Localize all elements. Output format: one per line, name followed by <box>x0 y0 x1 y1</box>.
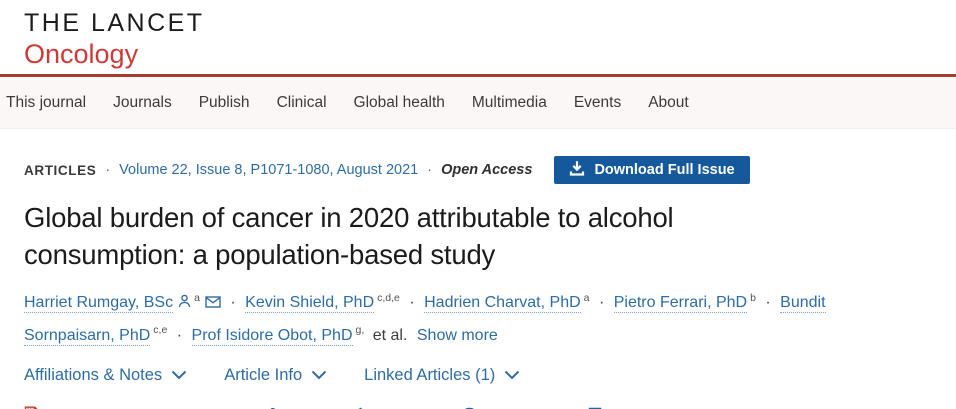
nav-item-global-health[interactable]: Global health <box>353 93 445 111</box>
chevron-down-icon <box>311 366 327 385</box>
show-more-link[interactable]: Show more <box>416 326 498 344</box>
main-navigation: This journal Journals Publish Clinical G… <box>0 77 956 129</box>
download-pdf-button[interactable]: PDF Download PDF <box>24 406 151 409</box>
author-link[interactable]: Hadrien Charvat, PhD <box>424 294 581 314</box>
et-al-label: et al. <box>372 326 408 344</box>
meta-separator: · <box>427 162 433 178</box>
reprints-icon <box>585 407 602 409</box>
article-header-region: ARTICLES · Volume 22, Issue 8, P1071-108… <box>0 129 956 409</box>
author-separator: · <box>230 294 236 312</box>
brand-rule-divider <box>0 74 956 77</box>
copyright-icon <box>460 407 479 409</box>
svg-text:PDF: PDF <box>27 407 36 409</box>
author-link[interactable]: Harriet Rumgay, BSc <box>24 294 174 314</box>
chevron-down-icon <box>504 366 520 385</box>
author-separator: · <box>598 294 605 312</box>
author-affiliation-sup: b <box>750 292 756 304</box>
download-icon <box>569 160 585 180</box>
article-info-label: Article Info <box>224 365 303 384</box>
nav-item-journals[interactable]: Journals <box>113 93 172 111</box>
meta-separator: · <box>105 162 111 178</box>
person-icon[interactable] <box>178 295 191 312</box>
share-button[interactable]: Share <box>259 407 325 409</box>
pdf-icon: PDF <box>24 406 42 409</box>
lancet-logo[interactable]: THE LANCET <box>24 9 205 37</box>
author-link[interactable]: Bundit Sornpaisarn, PhD <box>24 294 826 346</box>
author-separator: · <box>409 294 415 312</box>
author-affiliation-sup: a <box>194 292 200 304</box>
download-full-issue-label: Download Full Issue <box>594 162 735 178</box>
author-affiliation-sup: c,d,e <box>377 292 400 304</box>
author: Kevin Shield, PhD c,d,e <box>245 292 400 314</box>
author-affiliation-sup: a <box>583 292 590 304</box>
linked-articles-label: Linked Articles (1) <box>364 365 496 384</box>
affiliations-notes-toggle[interactable]: Affiliations & Notes <box>24 366 187 385</box>
journal-name[interactable]: Oncology <box>24 39 139 69</box>
chevron-down-icon <box>171 366 187 385</box>
nav-item-events[interactable]: Events <box>573 93 622 111</box>
nav-item-clinical[interactable]: Clinical <box>276 93 327 111</box>
author-list: Harriet Rumgay, BSc a · Kevin Shield, PhD… <box>24 285 904 349</box>
author-affiliation-sup: g, <box>355 324 365 337</box>
issue-link[interactable]: Volume 22, Issue 8, P1071-1080, August 2… <box>119 162 419 178</box>
get-rights-button[interactable]: Get Rights <box>460 407 558 409</box>
email-icon[interactable] <box>205 295 221 312</box>
author-affiliation-sup: c,e <box>153 324 168 337</box>
affiliations-notes-label: Affiliations & Notes <box>24 365 163 384</box>
author: Bundit Sornpaisarn, PhD c,e <box>24 294 826 346</box>
open-access-badge: Open Access <box>441 162 533 178</box>
article-meta-row: ARTICLES · Volume 22, Issue 8, P1071-108… <box>24 156 932 184</box>
author-separator: · <box>176 326 183 344</box>
author: Prof Isidore Obot, PhD g, <box>191 324 365 346</box>
article-action-bar: PDF Download PDF Cite Share Set Alert Ge… <box>24 406 932 409</box>
nav-item-about[interactable]: About <box>648 93 689 111</box>
nav-item-multimedia[interactable]: Multimedia <box>471 93 547 111</box>
nav-item-publish[interactable]: Publish <box>198 93 250 111</box>
author-link[interactable]: Kevin Shield, PhD <box>245 294 375 314</box>
author: Pietro Ferrari, PhD b <box>613 292 756 314</box>
linked-articles-toggle[interactable]: Linked Articles (1) <box>364 366 520 385</box>
author-link[interactable]: Pietro Ferrari, PhD <box>613 294 748 314</box>
reprints-button[interactable]: Reprints <box>585 407 666 409</box>
article-title: Global burden of cancer in 2020 attribut… <box>24 202 674 270</box>
author: Harriet Rumgay, BSc a <box>24 292 221 314</box>
author-link[interactable]: Prof Isidore Obot, PhD <box>191 326 353 346</box>
nav-item-this-journal[interactable]: This journal <box>6 93 87 111</box>
section-label: ARTICLES <box>24 162 97 178</box>
journal-masthead: THE LANCET Oncology <box>0 0 956 74</box>
article-info-links: Affiliations & Notes Article Info Linked… <box>24 366 932 385</box>
share-icon <box>259 407 277 409</box>
article-info-toggle[interactable]: Article Info <box>224 366 327 385</box>
author: Hadrien Charvat, PhD a <box>424 292 590 314</box>
author-separator: · <box>765 294 771 312</box>
download-full-issue-button[interactable]: Download Full Issue <box>554 156 750 184</box>
